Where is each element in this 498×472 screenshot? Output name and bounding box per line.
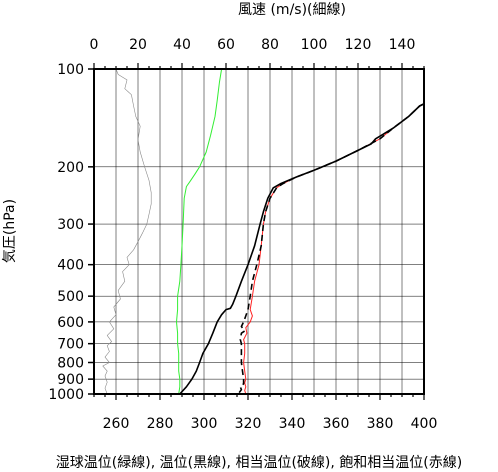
y-tick-label: 300 bbox=[57, 217, 84, 233]
x-top-tick-label: 20 bbox=[129, 37, 147, 53]
x-bottom-tick-label: 280 bbox=[147, 416, 174, 432]
series-line-wetbulb bbox=[176, 68, 223, 395]
y-tick-label: 900 bbox=[57, 372, 84, 388]
x-bottom-tick-label: 340 bbox=[279, 416, 306, 432]
profile-lines bbox=[102, 68, 425, 395]
x-top-tick-label: 80 bbox=[261, 37, 279, 53]
y-tick-label: 200 bbox=[57, 160, 84, 176]
y-tick-label: 600 bbox=[57, 315, 84, 331]
series-line-thetae bbox=[238, 103, 425, 394]
y-tick-label: 700 bbox=[57, 337, 84, 353]
bottom-axis-label: 湿球温位(緑線), 温位(黒線), 相当温位(破線), 飽和相当温位(赤線) bbox=[56, 454, 462, 471]
series-line-thetaes bbox=[243, 103, 425, 395]
x-bottom-tick-label: 400 bbox=[411, 416, 438, 432]
y-axis-label: 気圧(hPa) bbox=[2, 199, 18, 263]
tick-marks bbox=[88, 63, 425, 400]
x-bottom-tick-label: 260 bbox=[103, 416, 130, 432]
x-top-tick-label: 40 bbox=[173, 37, 191, 53]
series-line-wind bbox=[102, 68, 152, 395]
x-bottom-tick-label: 380 bbox=[367, 416, 394, 432]
x-bottom-tick-label: 320 bbox=[235, 416, 262, 432]
y-tick-label: 400 bbox=[57, 258, 84, 274]
y-tick-label: 100 bbox=[57, 62, 84, 78]
x-top-tick-label: 100 bbox=[301, 37, 328, 53]
x-top-tick-label: 140 bbox=[389, 37, 416, 53]
y-tick-label: 500 bbox=[57, 289, 84, 305]
x-bottom-tick-label: 300 bbox=[191, 416, 218, 432]
series-line-theta bbox=[179, 103, 425, 395]
x-top-tick-label: 60 bbox=[217, 37, 235, 53]
x-top-tick-label: 120 bbox=[345, 37, 372, 53]
top-axis-title: 風速 (m/s)(細線) bbox=[238, 2, 346, 18]
y-tick-label: 1000 bbox=[48, 387, 84, 403]
x-top-tick-label: 0 bbox=[90, 37, 99, 53]
x-bottom-tick-label: 360 bbox=[323, 416, 350, 432]
grid-lines bbox=[93, 68, 425, 395]
y-tick-label: 800 bbox=[57, 356, 84, 372]
